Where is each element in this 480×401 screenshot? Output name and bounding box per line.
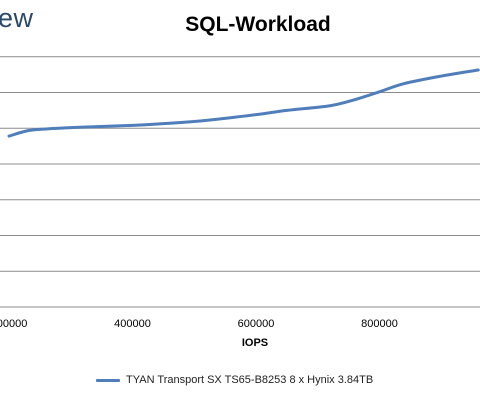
x-tick-label: 200000 (0, 318, 27, 330)
x-tick-label: 400000 (114, 318, 151, 330)
x-tick-label: 600000 (238, 318, 275, 330)
legend: TYAN Transport SX TS65-B8253 8 x Hynix 3… (96, 374, 373, 386)
series-layer (7, 68, 480, 138)
x-tick-label: 800000 (361, 318, 398, 330)
x-tick-labels: 200000 400000 600000 800000 (0, 318, 398, 330)
site-logo: ew (0, 3, 34, 33)
series-line (7, 68, 480, 138)
gridlines (0, 56, 480, 308)
legend-label: TYAN Transport SX TS65-B8253 8 x Hynix 3… (126, 374, 374, 386)
chart-title: SQL-Workload (185, 13, 331, 36)
x-axis-label: IOPS (241, 337, 269, 349)
legend-swatch (96, 378, 120, 382)
